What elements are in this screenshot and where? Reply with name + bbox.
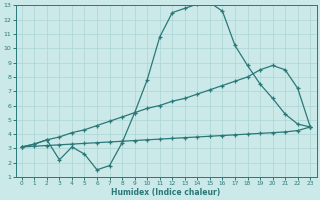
X-axis label: Humidex (Indice chaleur): Humidex (Indice chaleur) (111, 188, 221, 197)
